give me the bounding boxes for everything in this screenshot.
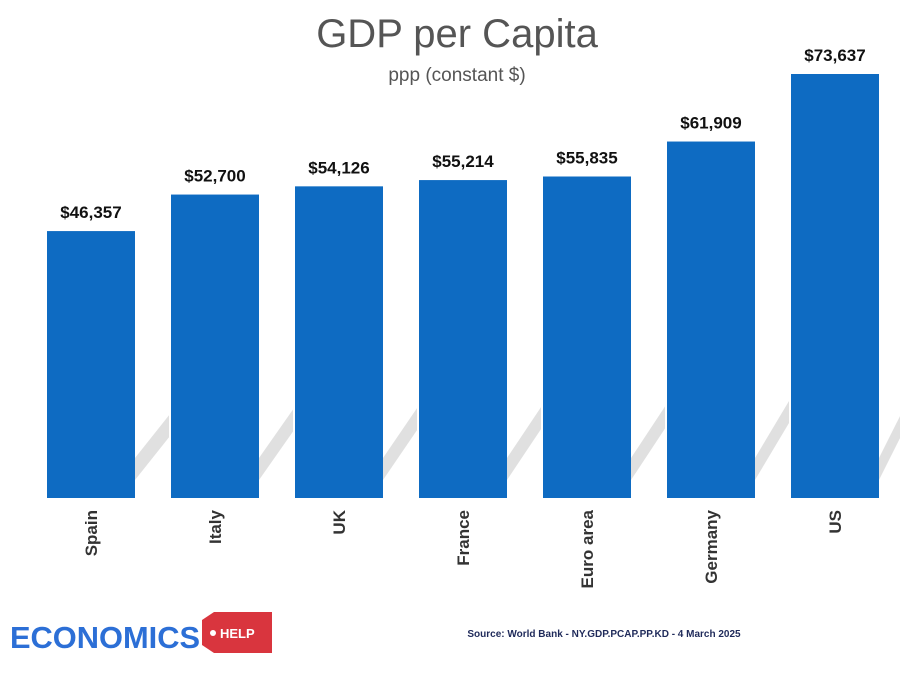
bar-spain (47, 231, 135, 498)
value-label-spain: $46,357 (60, 203, 121, 222)
bar-italy (171, 194, 259, 498)
bar-germany (667, 141, 755, 498)
bar-france (419, 180, 507, 499)
logo-word: ECONOMICS (10, 620, 200, 655)
category-label-us: US (826, 510, 845, 534)
category-label-italy: Italy (206, 509, 225, 544)
economics-help-logo: ECONOMICS HELP (10, 612, 272, 655)
logo-tag-hole-icon (210, 630, 216, 636)
chart-title: GDP per Capita (316, 12, 598, 56)
category-labels-group: Spain Italy UK France Euro area Germany US (82, 509, 845, 588)
bar-shadow-germany (755, 400, 789, 480)
value-label-uk: $54,126 (308, 158, 369, 177)
value-label-italy: $52,700 (184, 167, 245, 186)
bar-shadow-france (507, 407, 541, 480)
bar-uk (295, 186, 383, 498)
logo-tag-shape (202, 612, 272, 653)
value-label-germany: $61,909 (680, 114, 741, 133)
bar-shadow-italy (259, 409, 293, 480)
value-label-france: $55,214 (432, 152, 494, 171)
value-label-us: $73,637 (804, 46, 865, 65)
bar-euro-area (543, 176, 631, 498)
category-label-spain: Spain (82, 510, 101, 556)
value-label-euro-area: $55,835 (556, 149, 617, 168)
bars-group (47, 74, 879, 499)
category-label-france: France (454, 510, 473, 566)
source-note: Source: World Bank - NY.GDP.PCAP.PP.KD -… (467, 629, 741, 640)
logo-tag: HELP (220, 626, 255, 641)
chart-subtitle: ppp (constant $) (388, 65, 525, 86)
category-label-euro-area: Euro area (578, 509, 597, 588)
category-label-germany: Germany (702, 509, 721, 583)
bar-shadow-uk (383, 408, 417, 480)
bar-shadow-euro-area (631, 406, 665, 480)
bar-shadows (135, 400, 900, 480)
bar-shadow-us (879, 416, 900, 480)
category-label-uk: UK (330, 509, 349, 534)
value-labels-group: $46,357 $52,700 $54,126 $55,214 $55,835 $61,9… (60, 46, 865, 222)
bar-shadow-spain (135, 415, 169, 480)
bar-us (791, 74, 879, 498)
